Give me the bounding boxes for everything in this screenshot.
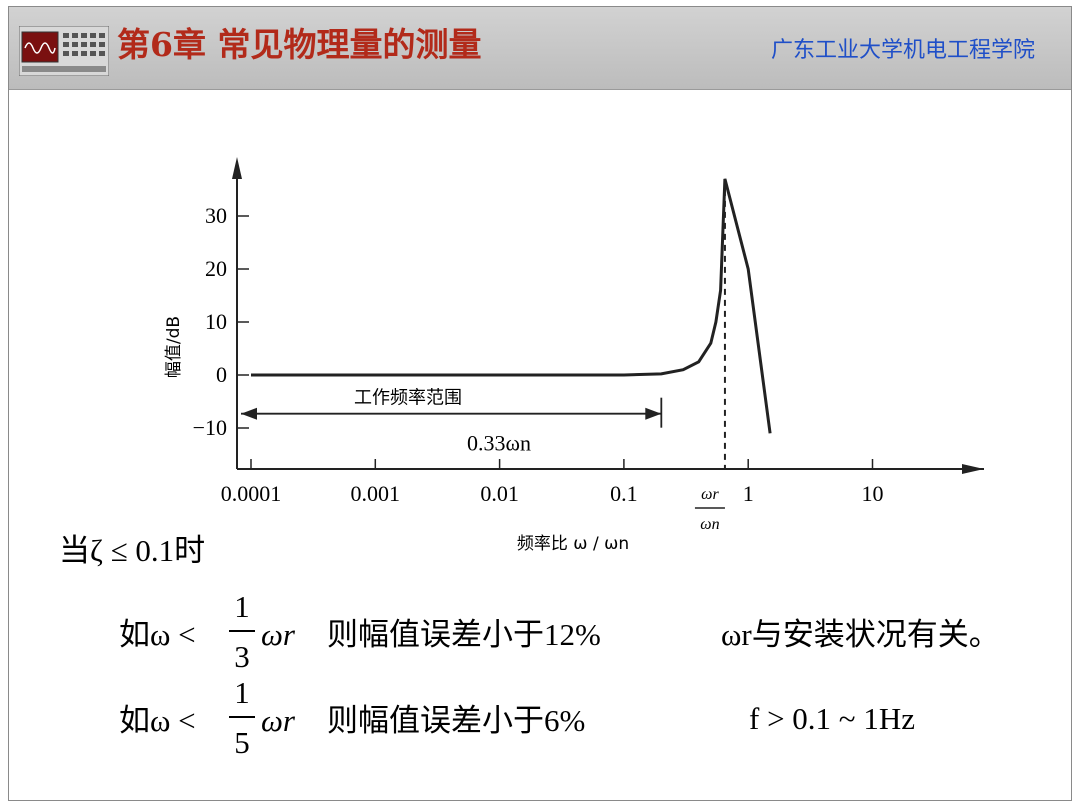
- note-installation: ωr与安装状况有关。: [721, 617, 1000, 652]
- y-tick-label: −10: [193, 415, 227, 440]
- y-axis-label: 幅值/dB: [164, 316, 184, 378]
- y-ticks: 30 20 10 0 −10: [193, 203, 249, 440]
- line2-numerator: 1: [234, 675, 250, 710]
- page-title: 第6章 常见物理量的测量: [117, 25, 482, 64]
- y-tick-label: 0: [216, 362, 227, 387]
- line2-text: 则幅值误差小于6%: [327, 703, 586, 738]
- line2-variable: ωr: [261, 703, 295, 738]
- y-tick-label: 30: [205, 203, 227, 228]
- line2-prefix: 如ω <: [119, 703, 196, 738]
- resonance-label-denominator: ωn: [700, 516, 719, 533]
- slide-header: 第6章 常见物理量的测量 广东工业大学机电工程学院: [9, 7, 1071, 90]
- note-frequency: f > 0.1 ~ 1Hz: [749, 701, 915, 736]
- y-tick-label: 20: [205, 256, 227, 281]
- x-tick-label: 0.0001: [221, 481, 282, 506]
- line1-numerator: 1: [234, 589, 250, 624]
- school-name: 广东工业大学机电工程学院: [770, 38, 1035, 63]
- x-axis-label: 频率比 ω / ωn: [517, 534, 629, 554]
- line2-denominator: 5: [234, 725, 250, 760]
- oscilloscope-icon: [19, 26, 109, 76]
- range-arrow-right: [645, 407, 662, 420]
- y-axis-arrow: [232, 157, 242, 179]
- line1-fraction-bar: [229, 630, 255, 632]
- axes: [232, 157, 984, 474]
- condition-text: 当ζ ≤ 0.1时: [59, 533, 206, 568]
- y-tick-label: 10: [205, 309, 227, 334]
- x-tick-label: 10: [862, 481, 884, 506]
- working-range-value: 0.33ωn: [467, 431, 531, 456]
- line2-fraction-bar: [229, 716, 255, 718]
- range-arrow-left: [241, 407, 257, 420]
- x-axis-arrow: [962, 464, 984, 474]
- line1-text: 则幅值误差小于12%: [327, 617, 601, 652]
- resonance-label-numerator: ωr: [701, 486, 719, 503]
- x-tick-label: 0.1: [610, 481, 638, 506]
- slide: 第6章 常见物理量的测量 广东工业大学机电工程学院 0.0001 0.001 0.0…: [8, 6, 1072, 801]
- working-range-label: 工作频率范围: [354, 388, 462, 409]
- x-tick-label: 0.001: [351, 481, 401, 506]
- x-ticks: 0.0001 0.001 0.01 0.1 1 10: [221, 459, 884, 506]
- line1-denominator: 3: [234, 639, 250, 674]
- response-curve: [251, 178, 772, 434]
- working-range-arrow: [241, 397, 663, 428]
- line1-variable: ωr: [261, 617, 295, 652]
- x-tick-label: 0.01: [480, 481, 518, 506]
- line1-prefix: 如ω <: [119, 617, 196, 652]
- x-tick-label: 1: [743, 481, 754, 506]
